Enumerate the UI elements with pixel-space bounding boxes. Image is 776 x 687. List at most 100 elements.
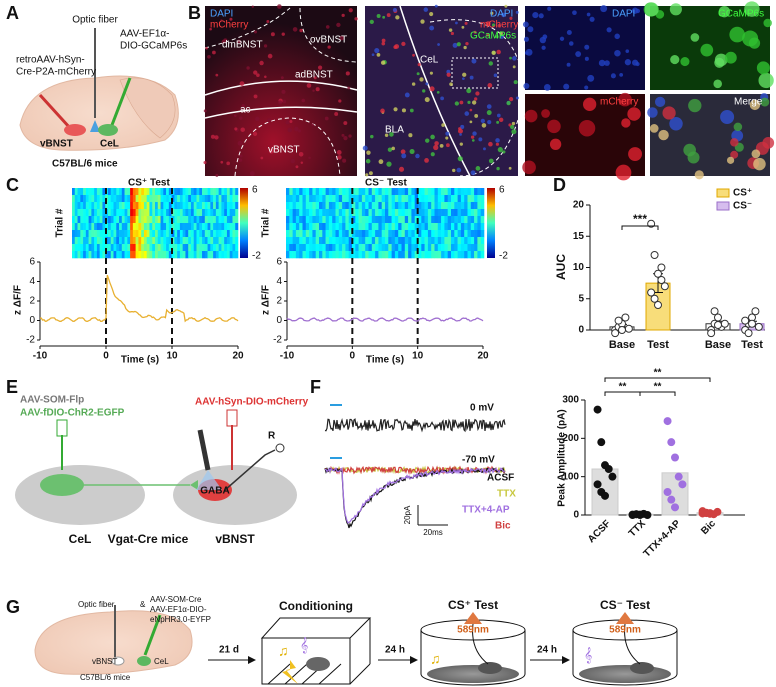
data-point [720,319,729,328]
heat-cell [394,244,399,252]
heat-cell [289,244,293,252]
heat-cell [149,202,153,210]
data-point [663,488,672,496]
heat-cell [80,216,84,224]
heat-cell [143,251,147,259]
heat-cell [444,230,448,238]
cell [461,77,465,81]
cell [604,60,610,66]
x-tick-label: 10 [412,351,424,362]
heat-cell [163,202,167,210]
heat-cell [135,188,139,196]
label: 24 h [385,645,405,656]
heat-cell [305,230,310,238]
heat-cell [404,230,409,238]
cell [429,11,434,17]
heat-cell [401,223,406,231]
heat-cell [116,244,120,252]
heat-cell [193,230,197,238]
cell [382,15,386,19]
heat-cell [226,251,230,259]
cells [203,1,775,181]
heat-cell [160,195,164,203]
heat-cell [127,209,131,217]
x-tick-label: 20 [477,351,489,362]
heat-cell [447,209,452,217]
heat-cell [470,216,475,224]
heat-cell [80,209,84,217]
cell [462,72,467,77]
heat-cell [135,230,139,238]
heat-cell [398,223,402,231]
cell [429,71,433,75]
heat-cell [110,223,114,231]
cell [756,61,770,75]
heat-cell [424,195,429,203]
cell [281,89,286,94]
heat-cell [434,223,439,231]
heat-cell [218,251,222,259]
heat-cell [85,202,89,210]
heat-cell [188,209,192,217]
heat-cell [398,230,402,238]
heat-cell [160,202,164,210]
heat-cell [135,209,139,217]
heat-cell [434,216,439,224]
heat-cell [345,251,349,259]
heat-cell [408,188,412,196]
heat-cell [385,195,389,203]
data-point [654,269,662,278]
cell [298,151,304,157]
heat-cell [210,216,214,224]
data-point [614,316,623,325]
heat-cell [204,223,208,231]
cell [459,100,464,105]
cell [387,147,393,152]
heat-cell [177,244,181,252]
heat-cell [141,244,145,252]
heat-cell [319,195,323,203]
cell [226,161,230,166]
heat-cell [295,237,300,245]
heat-cell [213,230,217,238]
heat-cell [135,202,139,210]
heat-cell [193,237,197,245]
heat-cell [312,216,316,224]
heat-cell [202,251,206,259]
cell [495,138,500,143]
heat-cell [168,237,172,245]
heat-cell [345,188,349,196]
heat-cell [77,209,81,217]
cell [461,25,465,29]
heat-cell [119,202,123,210]
heat-cell [132,223,136,231]
heat-cell [141,209,145,217]
y-tick-label: 4 [276,276,282,287]
heat-cell [348,223,353,231]
label: Vgat-Cre mice [108,532,189,546]
y-tick-label: 20 [573,200,585,211]
heat-cell [88,251,92,259]
heat-cell [447,188,452,196]
heat-cell [138,195,142,203]
cell [343,136,348,141]
heat-cell [204,230,208,238]
heat-cell [135,237,139,245]
heat-cell [414,230,419,238]
heat-cell [91,237,95,245]
cell [714,53,728,67]
cell [348,134,352,138]
heat-cell [124,237,128,245]
heat-cell [215,251,219,259]
heat-cell [138,251,142,259]
cell [205,46,208,50]
heat-cell [427,223,432,231]
heat-cell [299,244,303,252]
heat-cell [457,209,462,217]
heat-cell [332,209,336,217]
heat-cell [72,237,76,245]
heat-cell [457,195,462,203]
heat-cell [345,223,349,231]
heat-cell [77,223,81,231]
cell [308,156,311,160]
